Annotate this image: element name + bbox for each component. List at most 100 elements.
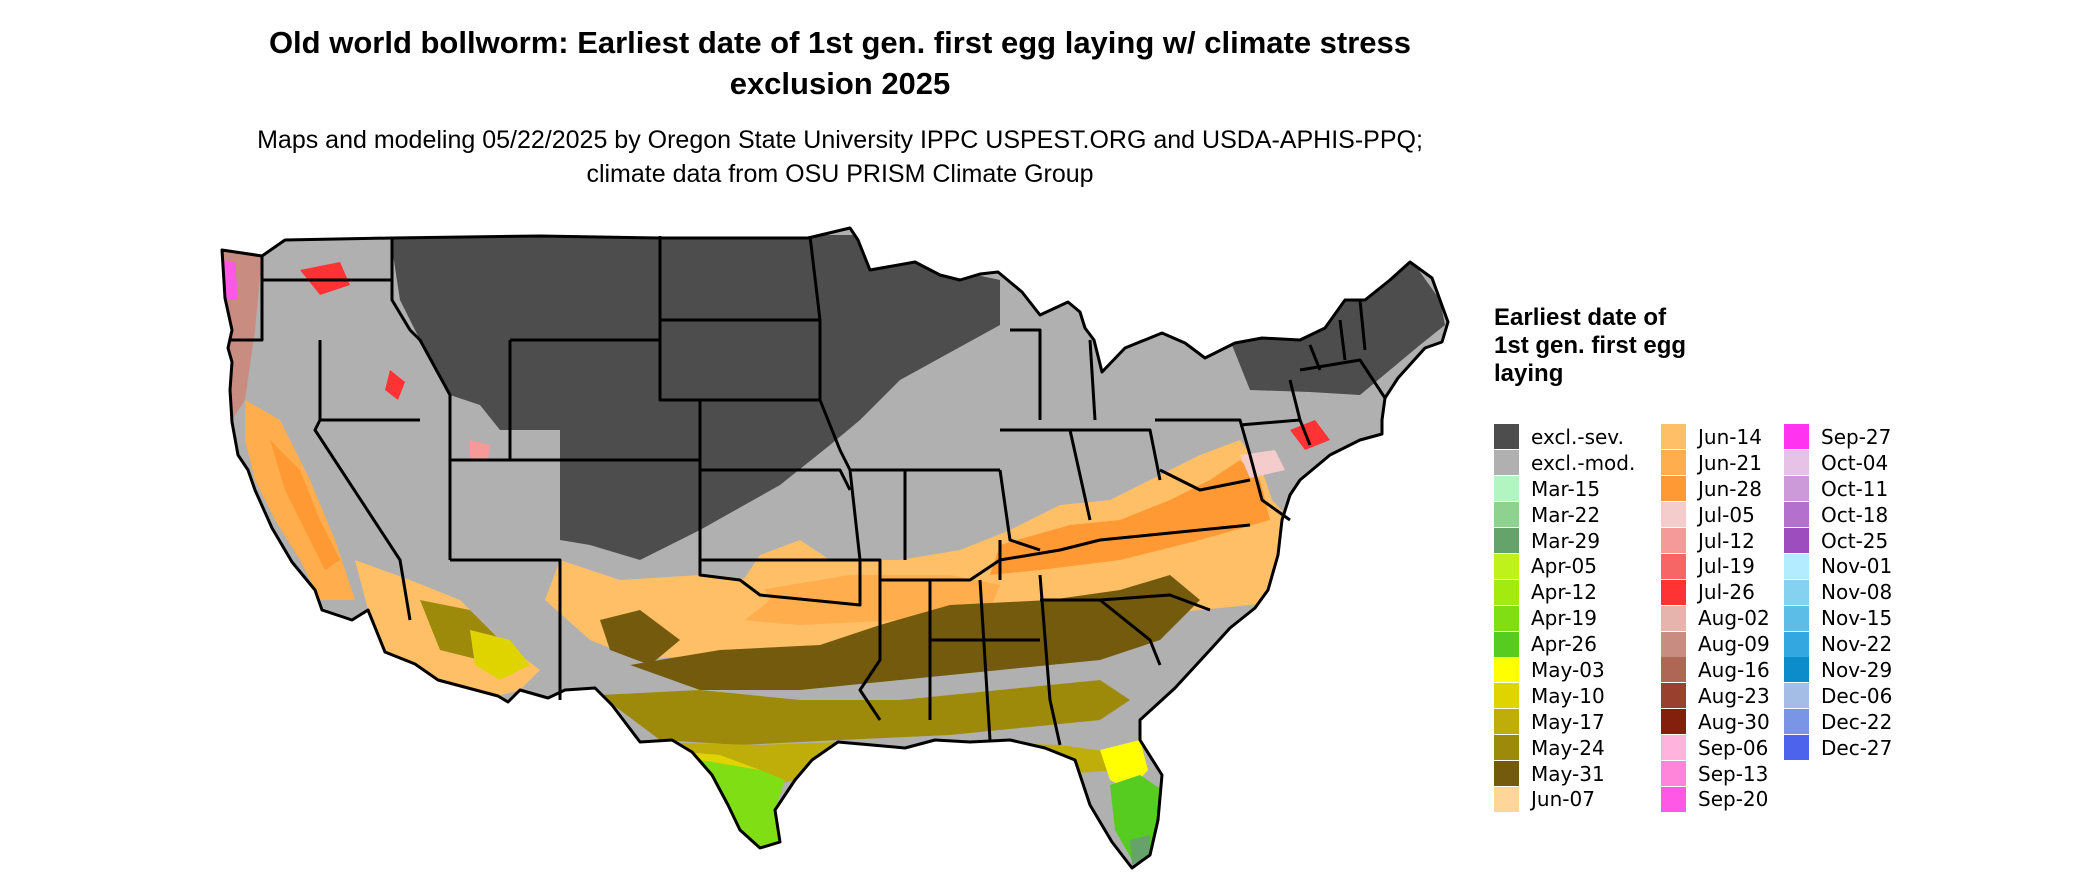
legend-item: Oct-04 bbox=[1784, 450, 1892, 476]
legend-swatch bbox=[1661, 502, 1686, 528]
legend-item: Oct-18 bbox=[1784, 502, 1892, 528]
legend-swatch bbox=[1494, 553, 1519, 579]
legend-label: Mar-22 bbox=[1531, 502, 1601, 527]
legend-swatch bbox=[1494, 683, 1519, 709]
legend-swatch bbox=[1494, 502, 1519, 528]
legend-item: May-31 bbox=[1494, 761, 1635, 787]
legend-swatch bbox=[1661, 683, 1686, 709]
legend-label: Apr-12 bbox=[1531, 580, 1597, 605]
legend-title: Earliest date of 1st gen. first egg layi… bbox=[1494, 304, 1687, 387]
legend-label: Aug-02 bbox=[1698, 606, 1770, 631]
legend-swatch bbox=[1494, 657, 1519, 683]
legend-item: Oct-25 bbox=[1784, 528, 1892, 554]
legend-swatch bbox=[1661, 631, 1686, 657]
legend-swatch bbox=[1784, 528, 1809, 553]
legend-label: Dec-27 bbox=[1821, 735, 1893, 760]
legend-item: May-03 bbox=[1494, 657, 1635, 683]
legend-label: May-17 bbox=[1531, 709, 1605, 734]
legend-swatch bbox=[1661, 735, 1686, 761]
legend-item: Nov-01 bbox=[1784, 553, 1892, 579]
legend-item: Aug-02 bbox=[1661, 605, 1770, 631]
legend-item: May-10 bbox=[1494, 683, 1635, 709]
legend-item: Nov-08 bbox=[1784, 579, 1892, 605]
legend-swatch bbox=[1661, 476, 1686, 502]
legend-label: Nov-08 bbox=[1821, 580, 1893, 605]
legend-label: Apr-05 bbox=[1531, 554, 1597, 579]
legend-swatch bbox=[1784, 424, 1809, 450]
legend-label: Mar-29 bbox=[1531, 528, 1601, 553]
legend-swatch bbox=[1784, 683, 1809, 709]
legend-swatch bbox=[1661, 553, 1686, 579]
legend-label: Dec-22 bbox=[1821, 709, 1893, 734]
legend-item: Dec-27 bbox=[1784, 735, 1892, 761]
legend-label: Aug-23 bbox=[1698, 683, 1770, 708]
legend-label: Jul-26 bbox=[1698, 580, 1755, 605]
legend-label: May-31 bbox=[1531, 761, 1605, 786]
legend-item: Mar-29 bbox=[1494, 528, 1635, 554]
legend-label: Sep-06 bbox=[1698, 735, 1769, 760]
legend-item: Aug-23 bbox=[1661, 683, 1770, 709]
legend-label: May-03 bbox=[1531, 657, 1605, 682]
legend-swatch bbox=[1661, 528, 1686, 553]
legend-swatch bbox=[1494, 709, 1519, 735]
legend-item: excl.-mod. bbox=[1494, 450, 1635, 476]
legend-item: Aug-16 bbox=[1661, 657, 1770, 683]
legend-swatch bbox=[1494, 579, 1519, 605]
legend-swatch bbox=[1784, 605, 1809, 631]
legend-swatch bbox=[1661, 424, 1686, 450]
legend-item: Apr-12 bbox=[1494, 579, 1635, 605]
legend-label: Oct-04 bbox=[1821, 450, 1889, 475]
legend-swatch bbox=[1784, 450, 1809, 476]
legend-item: Sep-13 bbox=[1661, 761, 1770, 787]
legend-item: Apr-05 bbox=[1494, 553, 1635, 579]
legend-label: Apr-26 bbox=[1531, 632, 1597, 657]
legend-swatch bbox=[1661, 450, 1686, 476]
legend-swatch bbox=[1494, 735, 1519, 761]
legend-swatch bbox=[1494, 450, 1519, 476]
legend-column-1: excl.-sev. excl.-mod. Mar-15 Mar-22 Mar-… bbox=[1494, 424, 1635, 812]
legend-swatch bbox=[1784, 579, 1809, 605]
legend-label: Sep-27 bbox=[1821, 424, 1892, 449]
legend-label: Jun-21 bbox=[1698, 450, 1762, 475]
legend-label: Oct-18 bbox=[1821, 502, 1889, 527]
legend-item: excl.-sev. bbox=[1494, 424, 1635, 450]
legend-item: Mar-22 bbox=[1494, 502, 1635, 528]
legend-item: Jun-14 bbox=[1661, 424, 1770, 450]
legend-column-3: Sep-27 Oct-04 Oct-11 Oct-18 Oct-25 Nov-0… bbox=[1784, 424, 1892, 761]
legend-item: Sep-06 bbox=[1661, 735, 1770, 761]
legend-item: Mar-15 bbox=[1494, 476, 1635, 502]
legend-swatch bbox=[1494, 476, 1519, 502]
legend-item: May-24 bbox=[1494, 735, 1635, 761]
map-title: Old world bollworm: Earliest date of 1st… bbox=[268, 25, 1412, 101]
legend-label: excl.-mod. bbox=[1531, 450, 1636, 475]
map-subtitle: Maps and modeling 05/22/2025 by Oregon S… bbox=[257, 126, 1423, 188]
legend-label: Apr-19 bbox=[1531, 606, 1597, 631]
legend-item: Jun-21 bbox=[1661, 450, 1770, 476]
legend-item: Jun-07 bbox=[1494, 786, 1635, 812]
legend-item: Nov-29 bbox=[1784, 657, 1892, 683]
legend-item: Nov-22 bbox=[1784, 631, 1892, 657]
legend-label: Mar-15 bbox=[1531, 476, 1601, 501]
legend-swatch bbox=[1784, 709, 1809, 735]
legend-swatch bbox=[1784, 553, 1809, 579]
legend-label: May-10 bbox=[1531, 683, 1605, 708]
legend-swatch bbox=[1661, 579, 1686, 605]
legend-item: Dec-22 bbox=[1784, 709, 1892, 735]
legend-item: Apr-26 bbox=[1494, 631, 1635, 657]
legend-item: Dec-06 bbox=[1784, 683, 1892, 709]
legend-label: Nov-22 bbox=[1821, 632, 1893, 657]
legend-swatch bbox=[1494, 528, 1519, 553]
legend-item: Jul-05 bbox=[1661, 502, 1770, 528]
legend-swatch bbox=[1661, 786, 1686, 812]
legend-label: Sep-13 bbox=[1698, 761, 1769, 786]
legend-swatch bbox=[1784, 502, 1809, 528]
legend-swatch bbox=[1661, 605, 1686, 631]
legend-item: Jun-28 bbox=[1661, 476, 1770, 502]
state-boundaries bbox=[220, 226, 1450, 870]
legend-column-2: Jun-14 Jun-21 Jun-28 Jul-05 Jul-12 Jul-1… bbox=[1661, 424, 1770, 812]
legend-swatch bbox=[1661, 761, 1686, 787]
forecast-zones bbox=[222, 228, 1448, 868]
legend-swatch bbox=[1784, 735, 1809, 761]
legend-label: Nov-15 bbox=[1821, 606, 1893, 631]
